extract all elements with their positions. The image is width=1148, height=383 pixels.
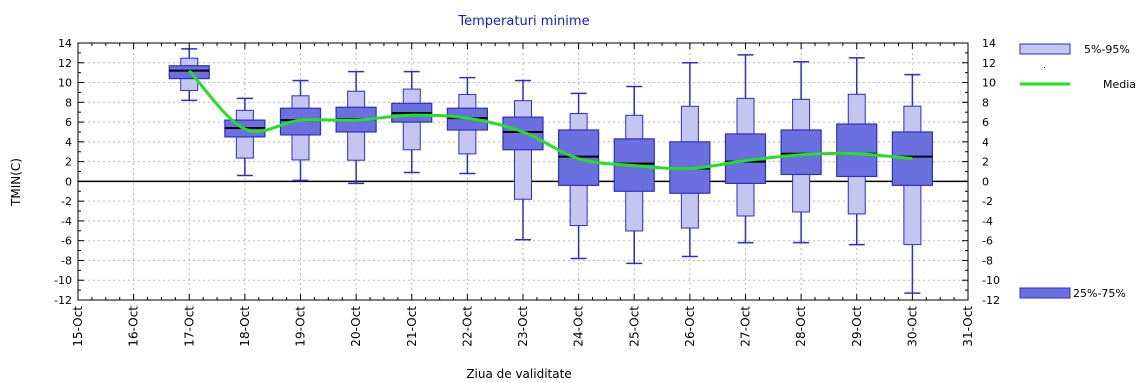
y-tick-label-right: 2	[982, 156, 989, 169]
y-tick-label: 2	[65, 156, 72, 169]
legend-swatch-5-95	[1019, 43, 1071, 55]
x-tick-label: 18-Oct	[238, 306, 252, 347]
box-25-Oct	[613, 85, 655, 265]
inner-box	[780, 129, 822, 176]
x-tick-labels: 15-Oct 16-Oct 17-Oct 18-Oct 19-Oct 20-Oct 21-O…	[71, 306, 975, 347]
y-tick-label: 12	[58, 57, 72, 70]
y-tick-label-right: -6	[982, 235, 993, 248]
y-tick-label: 4	[65, 136, 72, 149]
y-tick-label-right: 4	[982, 136, 989, 149]
y-tick-label-right: -4	[982, 215, 993, 228]
box-22-Oct	[446, 76, 488, 175]
mean-line	[188, 69, 913, 171]
inner-box	[836, 123, 878, 178]
x-tick-label: 19-Oct	[294, 306, 308, 347]
x-tick-label: 29-Oct	[850, 306, 864, 347]
box-23-Oct	[502, 79, 544, 241]
box-21-Oct	[391, 70, 433, 174]
legend-label-media: Media	[1103, 78, 1136, 91]
box-28-Oct	[780, 61, 822, 244]
box-20-Oct	[335, 70, 377, 185]
boxes	[168, 48, 933, 294]
y-tick-label-right: -2	[982, 195, 993, 208]
legend-label-25-75: 25%-75%	[1073, 287, 1126, 300]
box-24-Oct	[558, 92, 600, 260]
x-tick-label: 24-Oct	[572, 306, 586, 347]
ticks	[77, 42, 969, 301]
y-tick-label: 6	[65, 116, 72, 129]
legend-swatch-25-75	[1019, 287, 1071, 299]
y-tick-label: -2	[61, 195, 72, 208]
y-tick-label-right: 0	[982, 175, 989, 188]
y-tick-label: -10	[54, 274, 72, 287]
x-tick-label: 31-Oct	[961, 306, 975, 347]
x-tick-label: 28-Oct	[794, 306, 808, 347]
y-tick-label-right: 6	[982, 116, 989, 129]
x-tick-label: 25-Oct	[627, 306, 641, 347]
x-tick-label: 21-Oct	[405, 306, 419, 347]
legend: 5%-95% Media 25%-75%	[1019, 43, 1136, 300]
y-tick-label: 8	[65, 96, 72, 109]
box-29-Oct	[836, 57, 878, 246]
y-tick-label: -6	[61, 235, 72, 248]
box-26-Oct	[669, 62, 711, 258]
x-tick-label: 20-Oct	[349, 306, 363, 347]
x-tick-label: 27-Oct	[739, 306, 753, 347]
legend-dot	[1044, 67, 1045, 68]
y-tick-label: 0	[65, 175, 72, 188]
box-17-Oct	[168, 48, 210, 102]
y-tick-label: -12	[54, 294, 72, 307]
y-tick-label-right: -8	[982, 254, 993, 267]
box-18-Oct	[224, 97, 266, 177]
x-tick-label: 15-Oct	[71, 306, 85, 347]
y-tick-label-right: 14	[982, 37, 996, 50]
y-tick-label-right: 8	[982, 96, 989, 109]
y-tick-label-right: -10	[982, 274, 1000, 287]
x-tick-label: 16-Oct	[127, 306, 141, 347]
x-axis-label: Ziua de validitate	[466, 367, 571, 381]
box-19-Oct	[279, 79, 322, 182]
y-tick-label-right: -12	[982, 294, 1000, 307]
y-axis-label: TMIN(C)	[9, 158, 23, 207]
y-tick-label-right: 10	[982, 77, 996, 90]
x-tick-label: 17-Oct	[182, 306, 196, 347]
y-tick-labels-left: 14 12 10 8 6 4 2 0 -2 -4 -6 -8 -10 -12	[54, 37, 72, 307]
legend-label-5-95: 5%-95%	[1084, 43, 1130, 56]
y-tick-label: 10	[58, 77, 72, 90]
y-tick-label: -8	[61, 254, 72, 267]
chart-subtitle: Temperaturi minime	[457, 14, 589, 29]
y-tick-labels-right: 14 12 10 8 6 4 2 0 -2 -4 -6 -8 -10 -12	[982, 37, 1000, 307]
y-tick-label: -4	[61, 215, 72, 228]
x-tick-label: 26-Oct	[683, 306, 697, 347]
x-tick-label: 23-Oct	[516, 306, 530, 347]
x-tick-label: 22-Oct	[460, 306, 474, 347]
x-tick-label: 30-Oct	[905, 306, 919, 347]
y-tick-label-right: 12	[982, 57, 996, 70]
y-tick-label: 14	[58, 37, 72, 50]
